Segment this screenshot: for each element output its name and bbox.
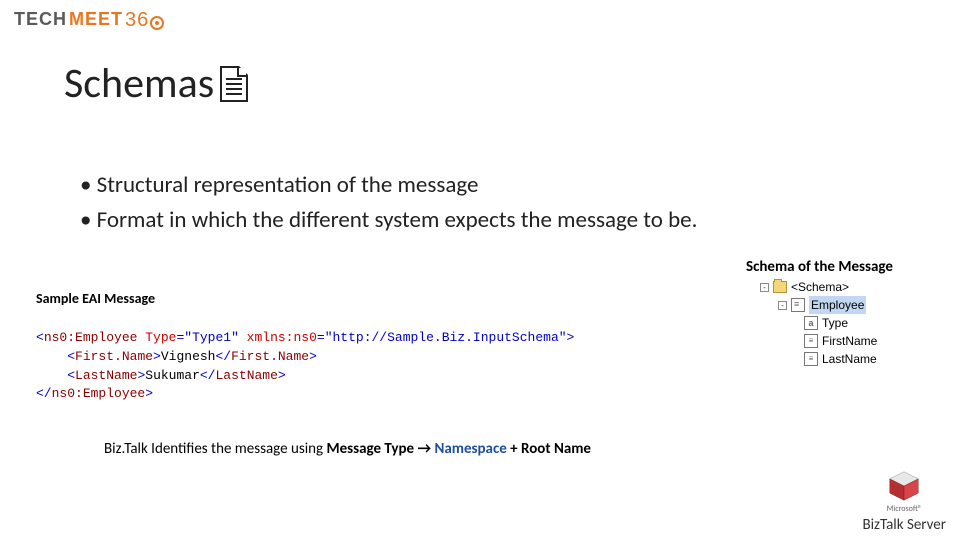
sample-eai-label: Sample EAI Message: [36, 290, 155, 307]
document-icon: [220, 66, 248, 102]
tree-node-label: LastName: [822, 350, 877, 368]
biztalk-name: BizTalk Server: [862, 516, 946, 534]
attribute-icon: [804, 316, 818, 330]
biztalk-server-logo: Microsoft® BizTalk Server: [862, 470, 946, 534]
logo-360-icon: [150, 16, 164, 30]
tree-node-label: <Schema>: [791, 278, 849, 296]
slide-title: Schemas: [64, 58, 248, 109]
schema-tree-label: Schema of the Message: [746, 258, 893, 276]
bullet-list: Structural representation of the message…: [80, 168, 697, 237]
tree-node-label: FirstName: [822, 332, 877, 350]
field-icon: [804, 352, 818, 366]
tree-row-record[interactable]: - Employee: [760, 296, 877, 314]
record-icon: [791, 298, 805, 312]
tree-row-root[interactable]: - <Schema>: [760, 278, 877, 296]
tree-node-label: Employee: [809, 296, 866, 314]
tree-row-field[interactable]: FirstName: [760, 332, 877, 350]
tree-expander-icon[interactable]: -: [778, 301, 787, 310]
tree-row-attr[interactable]: Type: [760, 314, 877, 332]
folder-icon: [773, 281, 787, 293]
microsoft-label: Microsoft®: [887, 504, 922, 514]
footer-statement: Biz.Talk Identifies the message using Me…: [104, 440, 591, 458]
logo-meet: MEET: [69, 9, 123, 30]
bullet-item: Format in which the different system exp…: [80, 203, 697, 238]
schema-tree: - <Schema> - Employee Type FirstName Las…: [760, 278, 877, 368]
tree-expander-icon[interactable]: -: [760, 283, 769, 292]
bullet-item: Structural representation of the message: [80, 168, 697, 203]
biztalk-cube-icon: [886, 470, 922, 502]
slide-title-text: Schemas: [64, 58, 214, 109]
tree-row-field[interactable]: LastName: [760, 350, 877, 368]
field-icon: [804, 334, 818, 348]
xml-code-block: <ns0:Employee Type="Type1" xmlns:ns0="ht…: [36, 310, 574, 404]
logo-360: 36: [125, 9, 164, 32]
tree-node-label: Type: [822, 314, 848, 332]
brand-logo: TECH MEET 36: [14, 8, 164, 31]
logo-tech: TECH: [14, 9, 67, 30]
